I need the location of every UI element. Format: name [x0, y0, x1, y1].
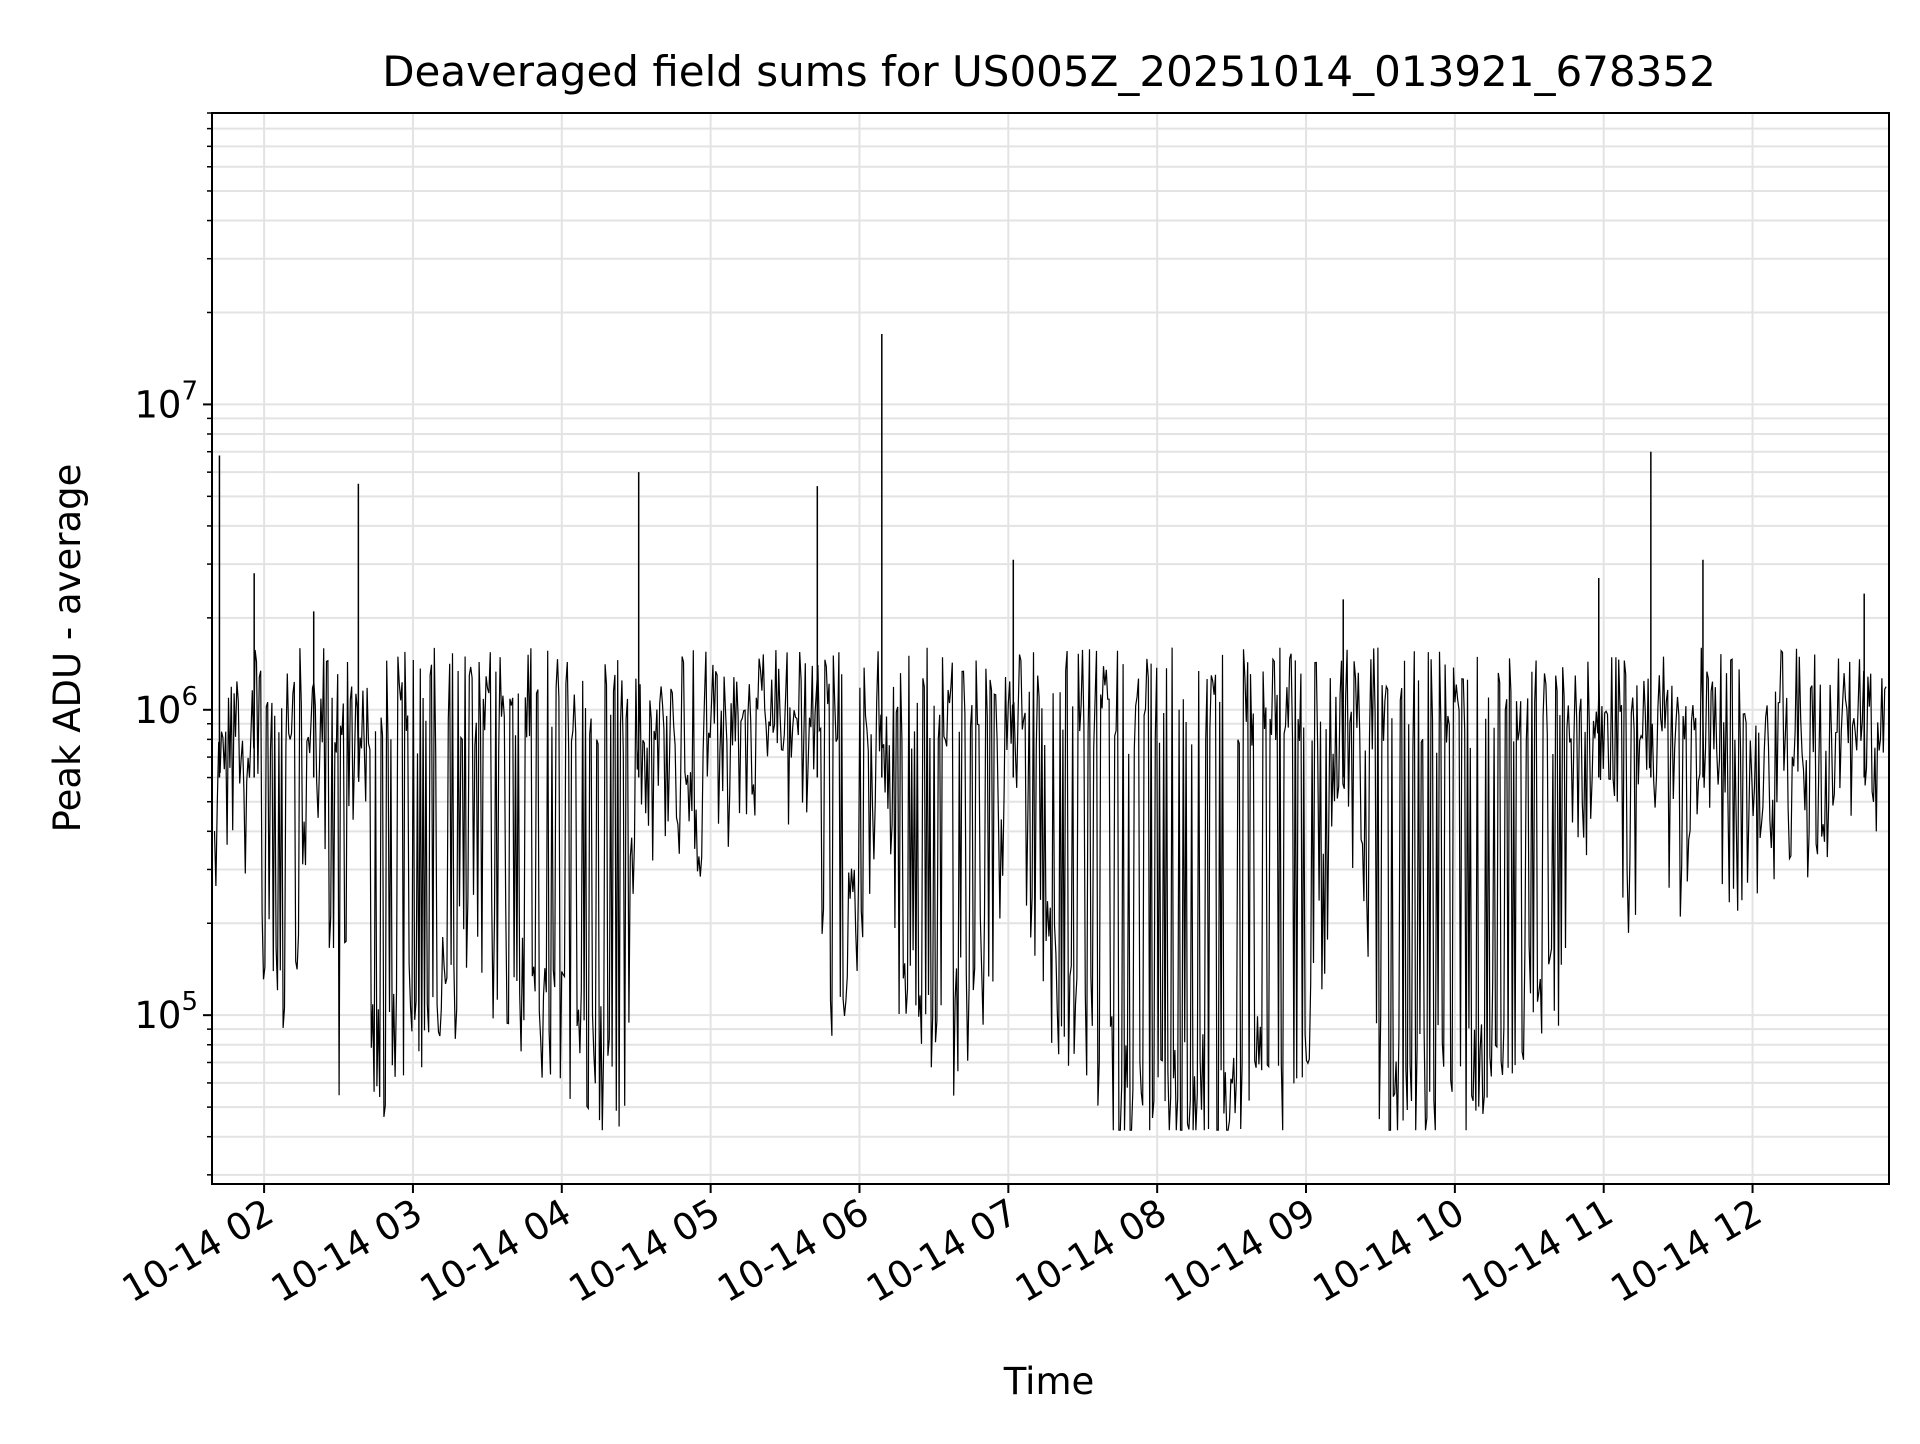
- plot-frame: [211, 112, 1890, 1185]
- y-tick-base: 10: [134, 994, 181, 1037]
- x-axis-label: Time: [1003, 1360, 1095, 1403]
- series-line: [213, 647, 1887, 1131]
- y-axis-label: Peak ADU - average: [46, 464, 89, 833]
- y-tick-base: 10: [134, 689, 181, 732]
- y-tick-label: 107: [134, 376, 198, 426]
- series-layer: [213, 334, 1887, 1131]
- y-tick-base: 10: [134, 383, 181, 426]
- y-tick-exponent: 5: [181, 987, 198, 1017]
- y-tick-exponent: 7: [181, 376, 198, 406]
- y-tick-label: 106: [134, 682, 198, 732]
- y-tick-exponent: 6: [181, 682, 198, 712]
- y-tick-label: 105: [134, 987, 198, 1037]
- chart-title: Deaveraged field sums for US005Z_2025101…: [382, 47, 1716, 96]
